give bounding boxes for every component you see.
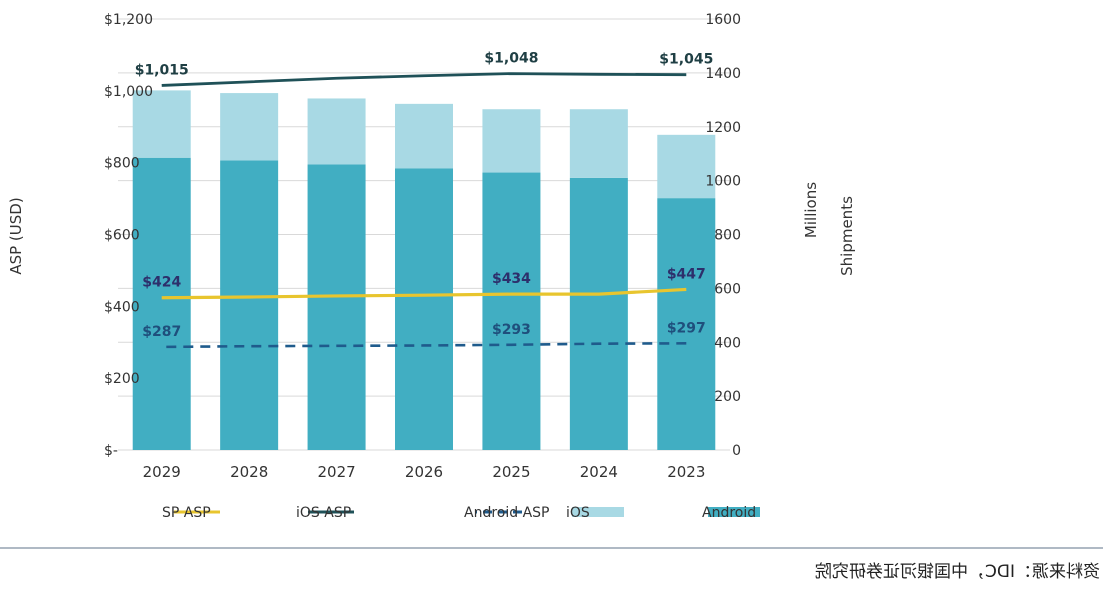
bar-android <box>657 198 716 450</box>
legend-label: Android ASP <box>464 505 549 521</box>
left-tick-label: $- <box>104 443 118 459</box>
right-tick-label: 200 <box>714 389 741 405</box>
right-tick-label: 600 <box>714 281 741 297</box>
left-tick-label: $1,000 <box>104 84 153 100</box>
left-tick-label: $400 <box>104 299 140 315</box>
right-tick-label: 1000 <box>705 174 741 190</box>
lines <box>161 72 687 349</box>
bar-android <box>395 168 453 451</box>
bar-ios <box>569 109 628 178</box>
right-tick-label: 400 <box>714 335 741 351</box>
line-sp-asp <box>161 287 687 300</box>
x-tick-label: 2023 <box>667 463 705 481</box>
right-axis-unit: Millions <box>802 182 820 238</box>
data-label: $297 <box>667 320 706 336</box>
bar-android <box>307 164 366 450</box>
right-tick-label: 1600 <box>705 12 741 28</box>
x-tick-label: 2024 <box>580 463 618 481</box>
data-label: $424 <box>142 275 181 291</box>
left-tick-label: $200 <box>104 371 140 387</box>
bar-ios <box>657 134 716 199</box>
legend-label: iOS <box>566 505 590 521</box>
legend-label: Android <box>702 505 756 521</box>
x-tick-label: 2027 <box>317 463 355 481</box>
left-axis-title: ASP (USD) <box>7 197 25 274</box>
data-label: $434 <box>492 271 531 287</box>
x-tick-label: 2026 <box>405 463 443 481</box>
x-tick-label: 2028 <box>230 463 268 481</box>
axes: 2023 2024 2025 2026 2027 2028 2029 0 200 400 600 80… <box>7 12 856 481</box>
bar-android <box>569 177 628 450</box>
legend-label: iOS ASP <box>296 505 351 521</box>
source-note: 资料来源：IDC，中国银河证券研究院 <box>815 562 1100 582</box>
bar-ios <box>482 109 541 173</box>
x-tick-label: 2025 <box>492 463 530 481</box>
legend-label: SP ASP <box>162 505 211 521</box>
left-tick-label: $600 <box>104 228 140 244</box>
bar-android <box>220 160 279 450</box>
right-tick-label: 0 <box>732 443 741 459</box>
left-tick-label: $1,200 <box>104 12 153 28</box>
right-tick-label: 1400 <box>705 66 741 82</box>
data-labels: $1,045 $1,048 $1,015 $447 $434 $424 $297 $293 $2… <box>135 51 714 340</box>
left-tick-label: $800 <box>104 156 140 172</box>
right-tick-label: 800 <box>714 228 741 244</box>
bars <box>132 90 716 451</box>
data-label: $287 <box>142 324 181 340</box>
right-axis-title: Shipments <box>838 196 856 276</box>
line-android-asp <box>161 342 687 349</box>
data-label: $447 <box>667 266 706 282</box>
legend-swatch <box>708 507 760 517</box>
bar-android <box>482 172 541 450</box>
data-label: $293 <box>492 322 531 338</box>
data-label: $1,015 <box>135 62 189 78</box>
legend-swatch <box>572 507 624 517</box>
bar-ios <box>220 93 279 161</box>
bar-ios <box>132 90 191 158</box>
data-label: $1,048 <box>484 51 538 67</box>
bar-android <box>132 157 191 450</box>
bar-ios <box>307 98 366 165</box>
x-tick-label: 2029 <box>143 463 181 481</box>
data-label: $1,045 <box>659 52 713 68</box>
right-tick-label: 1200 <box>705 120 741 136</box>
line-ios-asp <box>161 72 687 87</box>
bar-ios <box>395 103 453 169</box>
legend: Android iOS Android ASP iOS ASP SP ASP <box>162 505 760 521</box>
